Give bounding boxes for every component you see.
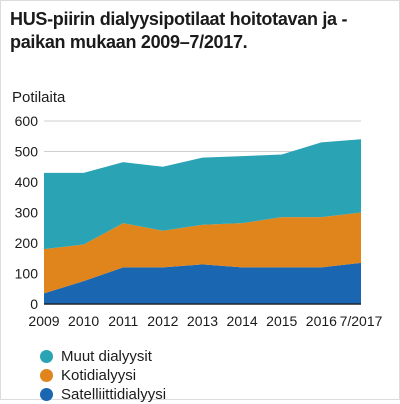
- legend-item-satelliittidialyysi: Satelliittidialyysi: [40, 385, 166, 404]
- x-tick-label-2010: 2010: [68, 313, 99, 329]
- x-tick-label-2009: 2009: [28, 313, 59, 329]
- legend-label-satelliittidialyysi: Satelliittidialyysi: [61, 386, 167, 403]
- y-tick-label-200: 200: [15, 235, 39, 251]
- legend-label-kotidialyysi: Kotidialyysi: [61, 367, 137, 384]
- y-tick-label-0: 0: [30, 296, 38, 312]
- x-tick-label-2013: 2013: [187, 313, 218, 329]
- legend-swatch-satelliittidialyysi: [40, 388, 53, 401]
- x-tick-label-2016: 2016: [306, 313, 337, 329]
- x-tick-label-2012: 2012: [147, 313, 178, 329]
- legend: Muut dialyysit Kotidialyysi Satelliittid…: [40, 347, 166, 404]
- y-tick-label-600: 600: [15, 113, 39, 129]
- legend-item-muut-dialyysit: Muut dialyysit: [40, 347, 166, 366]
- x-tick-label-2011: 2011: [108, 313, 138, 329]
- y-tick-label-300: 300: [15, 205, 39, 221]
- area-kotidialyysi: [44, 212, 361, 294]
- chart-title: HUS-piirin dialyysipotilaat hoitotavan j…: [10, 9, 348, 52]
- y-axis-label: Potilaita: [12, 89, 66, 106]
- area-muut-dialyysit: [44, 139, 361, 250]
- legend-swatch-kotidialyysi: [40, 369, 53, 382]
- y-tick-label-500: 500: [15, 144, 39, 160]
- x-tick-label-2015: 2015: [266, 313, 297, 329]
- legend-item-kotidialyysi: Kotidialyysi: [40, 366, 166, 385]
- legend-label-muut-dialyysit: Muut dialyysit: [61, 348, 152, 365]
- legend-swatch-muut-dialyysit: [40, 350, 53, 363]
- y-tick-label-100: 100: [15, 266, 39, 282]
- y-tick-label-400: 400: [15, 174, 39, 190]
- x-tick-label-2014: 2014: [227, 313, 258, 329]
- area-satelliittidialyysi: [44, 262, 361, 304]
- x-tick-label-7-2017: 7/2017: [340, 313, 383, 329]
